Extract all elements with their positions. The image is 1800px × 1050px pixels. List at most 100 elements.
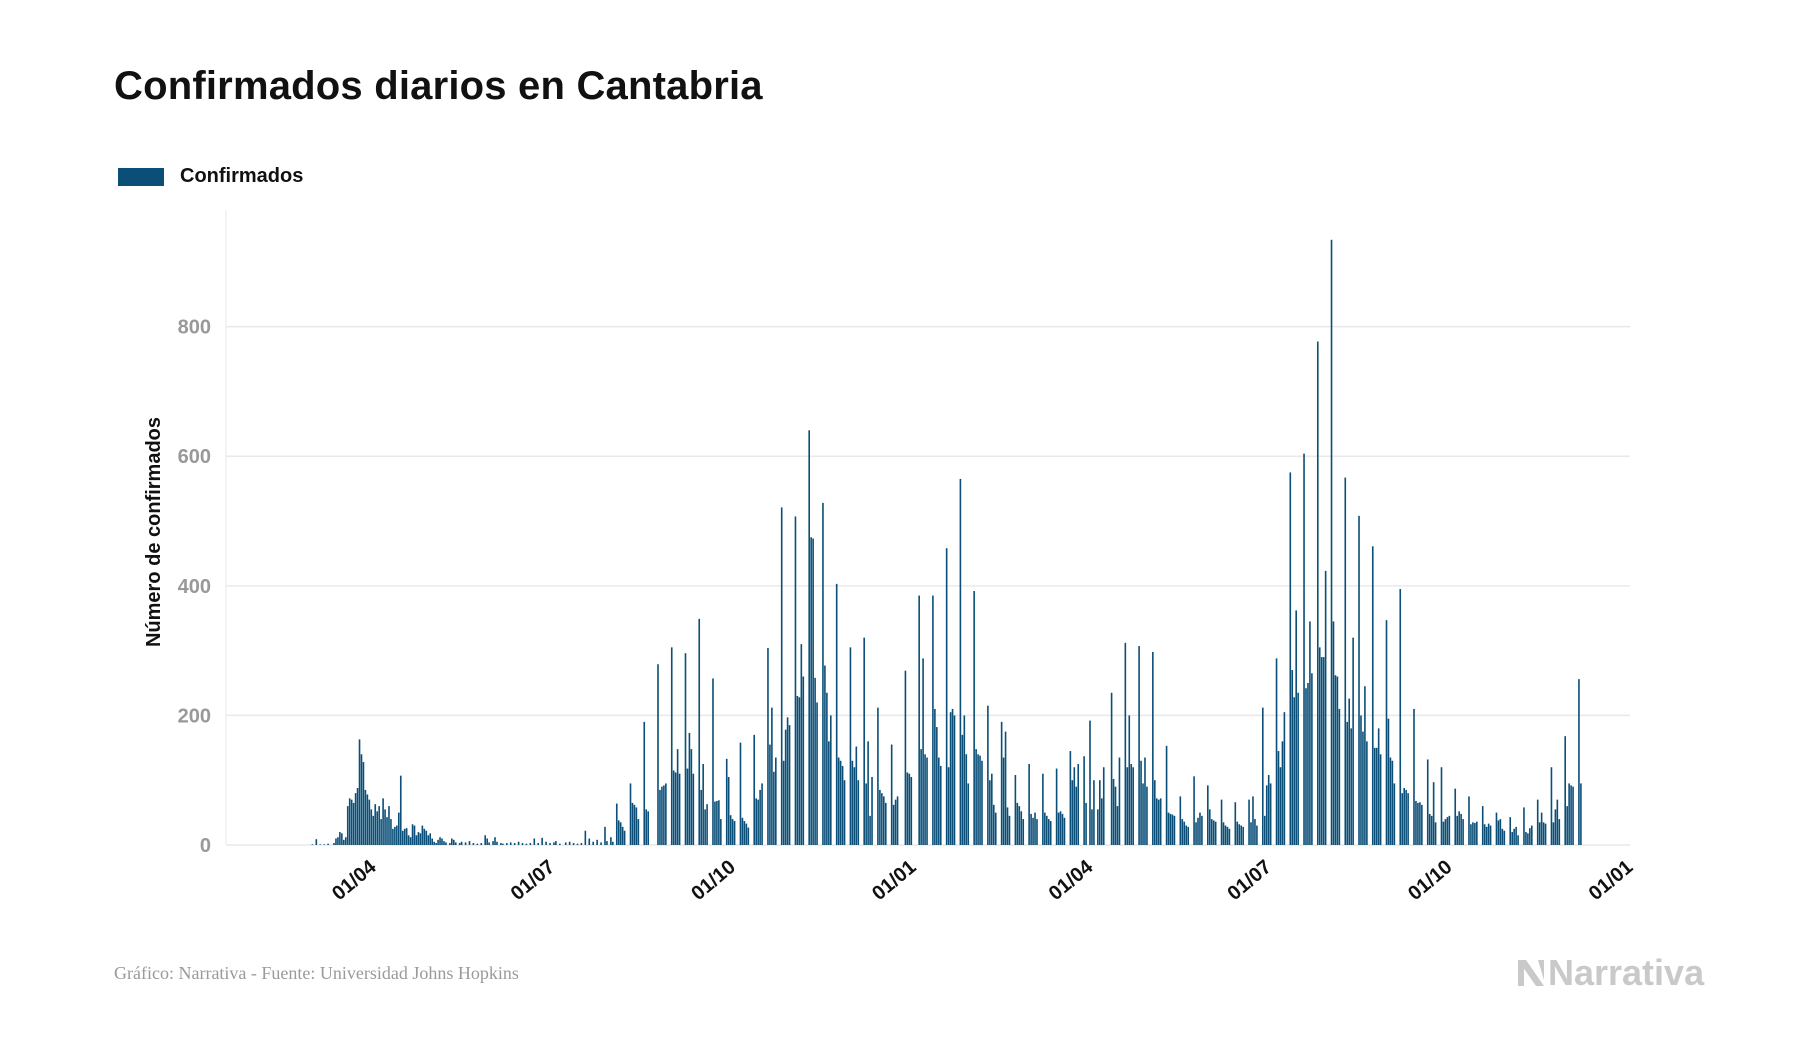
bar: [979, 755, 981, 845]
bar: [449, 843, 451, 845]
bar: [678, 773, 681, 845]
bar: [731, 819, 734, 845]
bar: [1250, 822, 1252, 845]
bar: [339, 832, 341, 845]
bar: [1352, 637, 1354, 845]
bar: [350, 799, 353, 845]
bar: [1385, 620, 1388, 845]
bar: [1091, 809, 1093, 845]
bar: [1371, 546, 1374, 845]
bar: [814, 677, 816, 845]
bar: [610, 837, 612, 845]
bar: [936, 727, 938, 845]
bar: [621, 826, 624, 845]
bar: [1238, 824, 1241, 845]
y-tick-label: 800: [178, 317, 211, 339]
bar: [1426, 759, 1429, 845]
bar: [1513, 828, 1515, 845]
bar: [826, 692, 828, 845]
bar: [725, 758, 728, 845]
bar: [883, 796, 885, 845]
bar: [341, 833, 343, 845]
bar: [1485, 826, 1488, 845]
bar: [372, 815, 375, 845]
bar: [529, 843, 532, 845]
bar: [992, 804, 995, 845]
bar: [798, 697, 801, 845]
bar: [494, 837, 496, 845]
bar: [810, 537, 812, 845]
bar: [881, 793, 883, 845]
x-tick-label: 01/10: [687, 856, 739, 905]
bar: [753, 734, 756, 845]
bar: [362, 762, 365, 845]
bar: [417, 832, 420, 845]
bar: [1379, 754, 1382, 845]
bar: [1269, 783, 1272, 845]
bar: [604, 826, 606, 845]
bar: [867, 741, 869, 845]
bar: [592, 841, 594, 845]
bar: [1377, 728, 1380, 845]
bar: [1399, 589, 1402, 845]
bar: [1112, 778, 1115, 845]
bar: [1061, 813, 1064, 845]
bar: [1497, 820, 1500, 845]
bar: [796, 695, 799, 845]
bar: [670, 647, 673, 845]
bar: [684, 653, 687, 845]
bar: [354, 793, 357, 845]
bar: [1222, 822, 1225, 845]
bar: [1071, 780, 1074, 845]
bar: [1454, 788, 1457, 845]
bar: [521, 843, 524, 845]
bar: [947, 767, 950, 845]
bar: [879, 789, 881, 845]
bar: [690, 749, 693, 845]
bar: [1208, 809, 1211, 845]
bar: [1185, 825, 1188, 845]
bar: [1289, 472, 1292, 845]
bar: [333, 843, 335, 845]
bar: [741, 817, 744, 845]
bar: [784, 729, 787, 845]
bar: [384, 809, 386, 845]
bar: [1210, 819, 1213, 845]
bar: [1476, 821, 1478, 845]
bar: [1045, 815, 1048, 845]
bar: [712, 678, 714, 845]
bar: [445, 842, 447, 845]
bar: [443, 841, 445, 845]
bar: [698, 618, 701, 845]
bar: [853, 767, 856, 845]
bar: [458, 843, 461, 845]
bar: [802, 676, 805, 845]
bar: [1140, 760, 1142, 845]
bar: [588, 838, 591, 845]
bar: [397, 812, 400, 845]
bar: [1442, 821, 1445, 845]
bar: [580, 843, 583, 845]
bar: [663, 785, 665, 845]
bar: [1008, 815, 1011, 845]
bar: [688, 732, 691, 845]
bar: [311, 844, 314, 845]
bar: [476, 843, 479, 845]
bar: [757, 799, 759, 845]
bar: [1252, 796, 1254, 845]
bar: [1201, 815, 1203, 845]
bar: [953, 715, 956, 845]
bar: [767, 648, 769, 845]
bar: [364, 789, 367, 845]
bar: [1187, 826, 1189, 845]
bar: [739, 742, 742, 845]
bar: [1171, 814, 1174, 845]
bar: [468, 841, 471, 845]
bar: [1297, 692, 1299, 845]
bar: [617, 820, 620, 845]
bar: [1118, 757, 1121, 845]
bar: [337, 837, 339, 845]
bar: [1305, 688, 1307, 845]
bar: [1419, 802, 1421, 845]
bar: [1348, 698, 1350, 845]
